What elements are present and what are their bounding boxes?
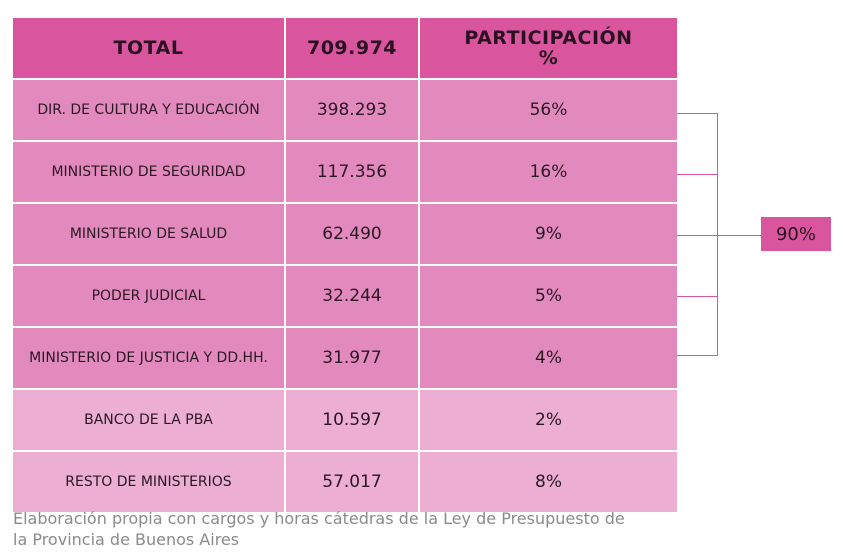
row-entity: DIR. DE CULTURA Y EDUCACIÓN [37,102,260,118]
table-header-row: TOTAL 709.974 PARTICIPACIÓN % [13,18,677,78]
table-row: RESTO DE MINISTERIOS 57.017 8% [13,450,677,512]
bracket-total-badge: 90% [761,217,831,251]
row-entity: MINISTERIO DE SALUD [69,226,228,242]
row-entity: MINISTERIO DE SEGURIDAD [51,164,246,180]
table-row: MINISTERIO DE JUSTICIA Y DD.HH. 31.977 4… [13,326,677,388]
budget-table: TOTAL 709.974 PARTICIPACIÓN % DIR. DE CU… [13,18,677,512]
row-value: 398.293 [316,100,388,120]
row-share: 56% [529,100,568,120]
row-entity: RESTO DE MINISTERIOS [65,474,232,490]
header-share-line2: % [538,47,559,69]
bracket-tick [677,355,718,356]
row-value: 57.017 [322,472,382,492]
row-value: 117.356 [316,162,388,182]
bracket-tick [677,296,718,297]
row-value: 32.244 [322,286,382,306]
table-row: PODER JUDICIAL 32.244 5% [13,264,677,326]
row-share: 2% [535,410,562,430]
row-entity: PODER JUDICIAL [91,288,206,304]
table-row: MINISTERIO DE SEGURIDAD 117.356 16% [13,140,677,202]
source-caption: Elaboración propia con cargos y horas cá… [13,509,625,549]
header-total: 709.974 [286,18,420,78]
row-entity: BANCO DE LA PBA [84,412,213,428]
table-row: BANCO DE LA PBA 10.597 2% [13,388,677,450]
row-share: 16% [529,162,568,182]
bracket-tick [677,113,718,114]
bracket-tick [677,235,761,236]
header-share: PARTICIPACIÓN % [420,18,677,78]
row-share: 5% [535,286,562,306]
row-share: 9% [535,224,562,244]
header-share-line1: PARTICIPACIÓN [464,27,633,49]
table-row: DIR. DE CULTURA Y EDUCACIÓN 398.293 56% [13,78,677,140]
bracket-spine [717,113,718,356]
row-value: 31.977 [322,348,382,368]
table-row: MINISTERIO DE SALUD 62.490 9% [13,202,677,264]
bracket-tick [677,174,718,175]
row-entity: MINISTERIO DE JUSTICIA Y DD.HH. [29,350,268,366]
header-label: TOTAL [13,18,286,78]
row-value: 10.597 [322,410,382,430]
row-value: 62.490 [322,224,382,244]
row-share: 4% [535,348,562,368]
row-share: 8% [535,472,562,492]
bracket-total-label: 90% [775,223,816,245]
